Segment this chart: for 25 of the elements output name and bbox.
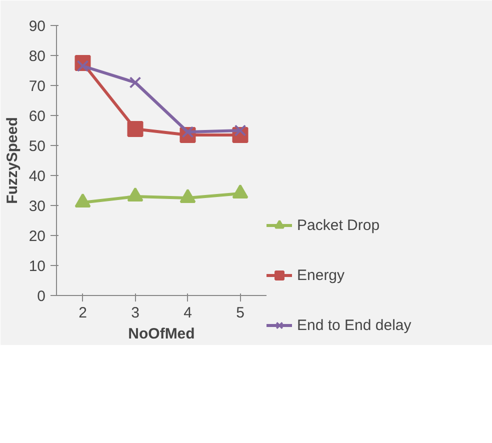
- x-tick-label: 4: [184, 304, 192, 322]
- legend-label: Energy: [297, 266, 345, 284]
- x-tick-label: 3: [131, 304, 140, 322]
- legend-label: Packet Drop: [297, 216, 380, 234]
- y-axis-title: FuzzySpeed: [4, 117, 21, 204]
- point: [127, 121, 144, 137]
- point: [74, 193, 91, 208]
- y-tick-label: 80: [28, 48, 46, 65]
- y-tick-label: 40: [28, 168, 46, 185]
- point: [232, 184, 248, 199]
- point: [180, 188, 196, 204]
- x-tick-label: 2: [78, 304, 87, 322]
- y-tick-label: 20: [28, 228, 46, 245]
- y-tick-label: 10: [28, 258, 46, 275]
- y-tick-label: 0: [37, 288, 46, 305]
- y-tick-label: 60: [28, 108, 46, 125]
- point: [129, 76, 142, 88]
- y-tick-label: 90: [28, 18, 46, 35]
- x-axis-title: NoOfMed: [128, 326, 195, 342]
- y-tick-label: 50: [28, 138, 46, 155]
- y-tick-label: 30: [28, 198, 46, 215]
- legend-label: End to End delay: [297, 316, 412, 334]
- x-tick-label: 5: [236, 304, 244, 322]
- point: [127, 187, 144, 202]
- y-tick-label: 70: [28, 78, 46, 95]
